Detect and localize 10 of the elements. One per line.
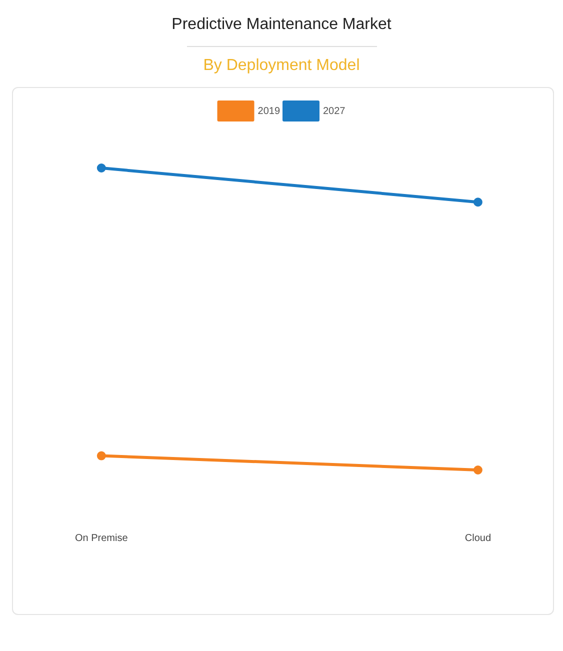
point bbox=[96, 451, 106, 460]
point bbox=[473, 466, 482, 474]
point bbox=[473, 198, 482, 207]
chart-subtitle: By Deployment Model bbox=[202, 57, 361, 75]
point bbox=[96, 164, 106, 172]
x-tick-label: Cloud bbox=[464, 532, 492, 544]
legend-label: 2019 bbox=[258, 106, 280, 117]
legend-label: 2027 bbox=[323, 106, 346, 117]
chart-title: Predictive Maintenance Market bbox=[170, 15, 392, 34]
x-tick-label: On Premise bbox=[75, 532, 128, 544]
